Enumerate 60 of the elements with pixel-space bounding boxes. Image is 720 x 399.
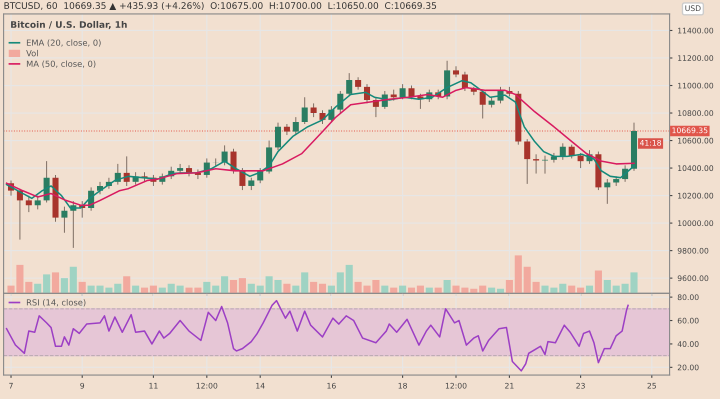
bar	[25, 282, 32, 294]
bar	[541, 286, 549, 294]
candlestick	[302, 96, 308, 125]
candlestick	[34, 195, 41, 210]
bar	[310, 282, 318, 294]
candlestick	[400, 84, 406, 100]
candlestick	[568, 144, 575, 159]
candlestick	[480, 89, 486, 120]
candlestick	[274, 122, 282, 151]
candlestick	[488, 96, 495, 108]
bar	[372, 280, 380, 294]
bar	[434, 288, 442, 294]
bar	[594, 270, 602, 294]
candlestick	[578, 152, 584, 169]
legend-label: MA (50, close, 0)	[26, 60, 96, 68]
bar	[354, 282, 362, 294]
bar	[60, 278, 68, 294]
candlestick	[61, 206, 68, 234]
bar	[78, 282, 86, 294]
candlestick	[524, 138, 530, 184]
bar	[123, 276, 130, 294]
candlestick	[248, 177, 254, 191]
bar	[230, 280, 238, 294]
bar	[88, 286, 95, 294]
chart-title: BTCUSD, 60 10669.35 ▲ +435.93 (+4.26%) O:10675.00 H:10700.00 L:10650.00 C:10669.35	[4, 2, 436, 10]
bar	[381, 286, 388, 294]
candlestick	[310, 102, 317, 118]
bar	[630, 272, 638, 294]
candlestick	[533, 154, 540, 174]
legend-label: Vol	[26, 50, 38, 56]
candlestick	[284, 124, 290, 136]
bar	[390, 288, 398, 294]
candlestick	[390, 89, 397, 102]
bar	[132, 286, 140, 294]
legend-label: EMA (20, close, 0)	[26, 39, 101, 47]
candlestick	[355, 76, 362, 90]
candlestick	[560, 142, 566, 160]
candlestick	[604, 178, 610, 204]
candlestick	[26, 195, 32, 213]
bar	[150, 286, 157, 294]
candlestick	[346, 72, 352, 97]
bar	[363, 286, 371, 294]
bar	[96, 286, 104, 294]
text: Bitcoin / U.S. Dollar, 1h	[11, 20, 127, 30]
bar	[426, 288, 433, 294]
bar	[586, 286, 594, 294]
bar	[444, 280, 451, 294]
bar	[416, 286, 424, 294]
bar	[399, 286, 406, 294]
candlestick	[550, 152, 557, 164]
bar	[452, 286, 460, 294]
bar	[16, 264, 24, 294]
legend-label: RSI (14, close)	[26, 299, 86, 307]
bar	[7, 286, 15, 294]
bar	[274, 280, 282, 294]
bar	[70, 266, 77, 294]
candlestick	[292, 116, 299, 136]
bar	[238, 278, 246, 294]
bar	[52, 272, 60, 294]
candlestick	[452, 66, 460, 78]
